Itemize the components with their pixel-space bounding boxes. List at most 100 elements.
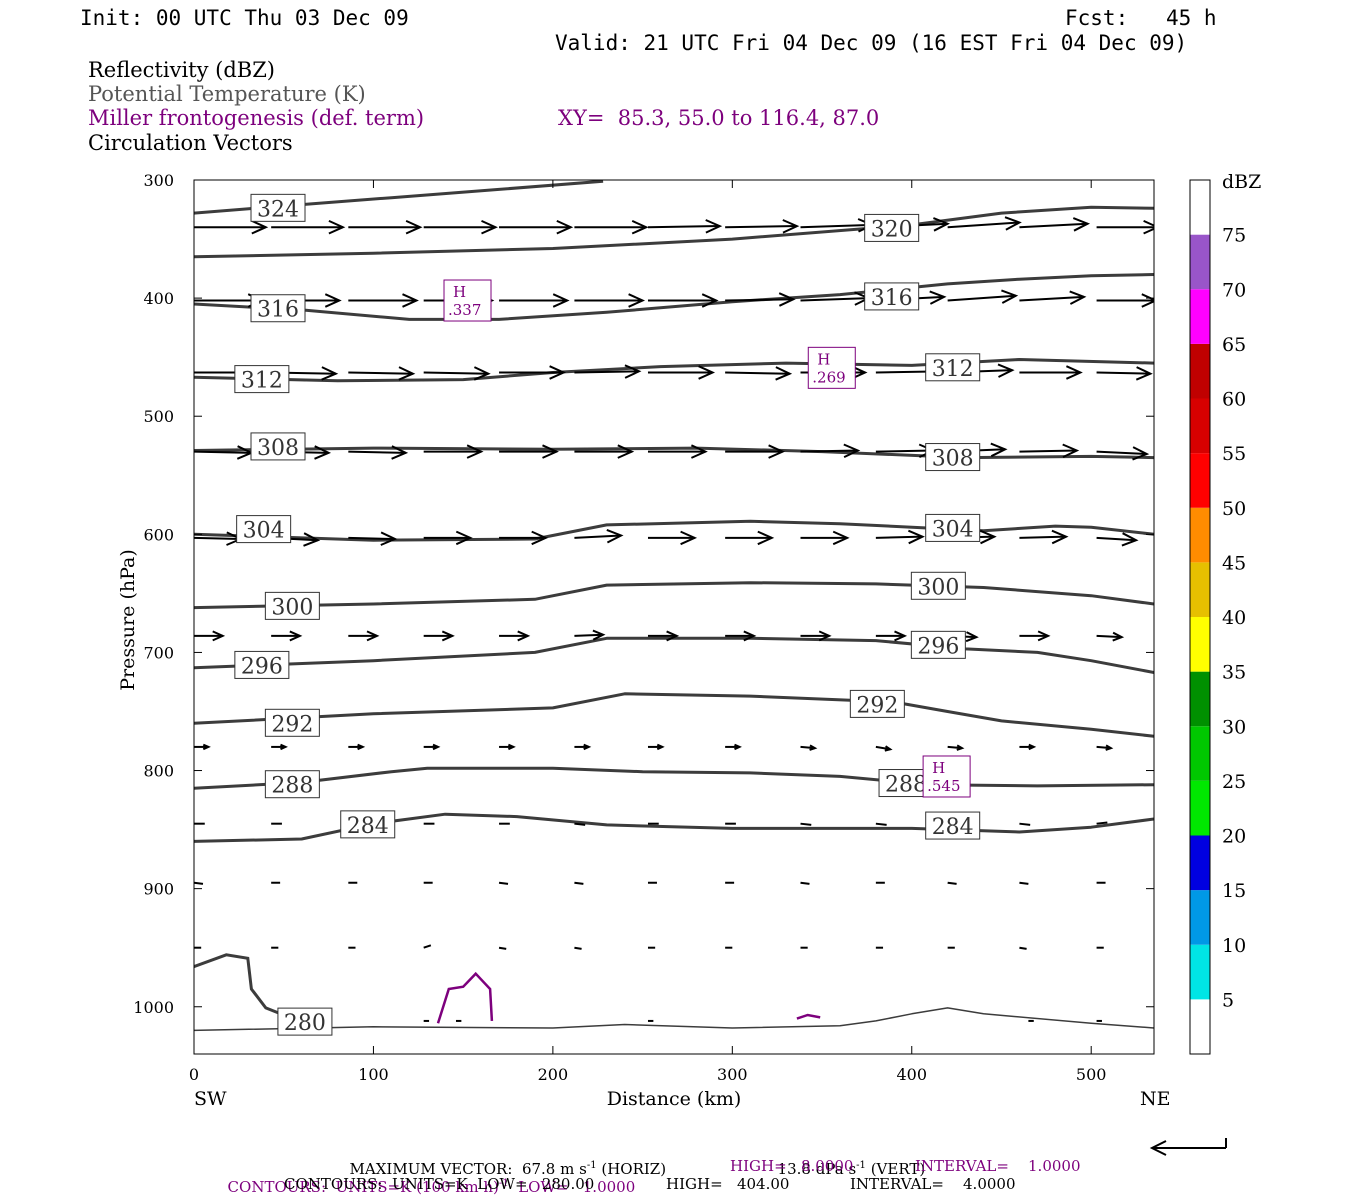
colorbar-label: 15 <box>1222 880 1246 902</box>
vector-head <box>549 365 567 380</box>
circulation-vector <box>423 630 455 642</box>
theta-label-box <box>236 515 292 544</box>
vector-shaft <box>1096 371 1151 375</box>
fronto-low: LOW= 1.0000 <box>518 1178 636 1196</box>
theta-contour-320 <box>194 205 1154 259</box>
vector-shaft <box>875 449 934 453</box>
vector-head <box>757 530 775 546</box>
theta-label-308: 308 <box>250 432 306 461</box>
vector-shaft <box>574 534 622 539</box>
fronto-contour-info: CONTOURS: UNITS=K (100 km h)-1 LOW= 1.00… <box>218 1158 636 1196</box>
vector-shaft <box>800 881 810 885</box>
max-horiz-tag: (HORIZ) <box>601 1160 667 1178</box>
y-tick-label: 1000 <box>133 998 174 1017</box>
vector-head <box>556 219 574 235</box>
circulation-vector <box>498 946 507 950</box>
colorbar-segment <box>1190 780 1210 836</box>
circulation-vector <box>1096 821 1108 825</box>
vector-shaft <box>947 221 1020 229</box>
colorbar-segment <box>1190 835 1210 891</box>
circulation-vector <box>875 630 908 642</box>
vector-head <box>280 743 288 751</box>
frontogenesis-max-269: H.269 <box>807 346 856 389</box>
vector-head <box>251 219 269 235</box>
theta-label-300: 300 <box>264 591 320 620</box>
theta-label-316: 316 <box>250 294 306 323</box>
vector-head <box>956 744 965 751</box>
colorbar-frame <box>1189 179 1211 1055</box>
circulation-vector <box>725 444 786 459</box>
legend-circulation-vectors: Circulation Vectors <box>88 131 293 155</box>
vector-shaft <box>574 881 584 885</box>
theta-high: HIGH= 404.00 <box>666 1175 790 1193</box>
vector-head <box>466 444 484 459</box>
y-tick-label: 700 <box>143 643 174 662</box>
theta-label-324: 324 <box>250 193 306 222</box>
circulation-vector <box>800 881 810 885</box>
theta-label-text: 284 <box>932 815 974 840</box>
colorbar-segment <box>1190 562 1210 617</box>
theta-label-box <box>250 193 306 222</box>
theta-label-300: 300 <box>910 571 966 600</box>
circulation-vector <box>499 743 516 751</box>
theta-label-text: 304 <box>243 519 285 544</box>
theta-label-text: 288 <box>271 774 313 799</box>
colorbar-label: 50 <box>1222 498 1246 520</box>
colorbar-segment <box>1190 453 1210 508</box>
theta-contour-312 <box>194 358 1154 383</box>
circulation-vector <box>1019 290 1087 305</box>
circulation-vector <box>423 219 498 235</box>
circulation-vector <box>1096 219 1154 235</box>
vector-head <box>624 364 642 379</box>
vector-head <box>328 219 346 235</box>
vector-head <box>997 363 1015 378</box>
vector-head <box>631 219 649 235</box>
x-tick-label: 400 <box>896 1065 927 1084</box>
theta-label-box <box>250 294 306 323</box>
vector-head <box>1001 289 1019 304</box>
vector-head <box>1112 631 1125 642</box>
max-vert-exp: -1 <box>856 1160 866 1171</box>
ne-label: NE <box>1140 1088 1171 1110</box>
circulation-vector <box>1019 365 1083 380</box>
y-axis-title: Pressure (hPa) <box>117 549 139 691</box>
circulation-vector <box>1096 366 1153 381</box>
forecast-hour-value: 45 h <box>1166 6 1217 30</box>
circulation-vector <box>423 944 432 949</box>
theta-contour-296 <box>194 636 1154 674</box>
vector-head <box>1135 366 1153 381</box>
colorbar-segment <box>1190 398 1210 454</box>
circulation-vector <box>423 743 441 751</box>
theta-label-284: 284 <box>925 811 981 840</box>
reflectivity-colorbar: 5 10 15 20 25 30 35 40 45 50 55 60 65 70 75 <box>1189 179 1246 1055</box>
theta-label-box <box>234 650 290 679</box>
circulation-vectors <box>194 216 1154 1022</box>
axes: 300 400 500 600 700 800 900 1000 0 100 200 300 400 50… <box>133 171 1154 1084</box>
vector-head <box>908 529 925 545</box>
vector-head <box>481 219 498 235</box>
max-vector-line: MAXIMUM VECTOR: 67.8 m s-1 (HORIZ) <box>340 1140 667 1178</box>
circulation-vector <box>1019 946 1027 950</box>
theta-label-text: 324 <box>257 197 299 222</box>
theta-label-text: 292 <box>856 693 898 718</box>
vector-head <box>303 532 321 547</box>
vector-head <box>398 366 416 381</box>
vector-shaft <box>574 946 582 950</box>
circulation-vector <box>194 445 254 460</box>
circulation-vector <box>800 744 818 751</box>
theta-label-box <box>925 811 981 840</box>
vector-head <box>1028 743 1037 751</box>
legend-cross-section-xy: XY= 85.3, 55.0 to 116.4, 87.0 <box>558 106 880 130</box>
vector-shaft <box>875 822 887 826</box>
vector-head <box>884 745 893 752</box>
plot-frame <box>193 179 1155 1055</box>
max-value: .545 <box>927 777 960 795</box>
vector-shaft <box>1096 634 1122 639</box>
vector-head <box>778 292 796 307</box>
colorbar-label: 60 <box>1222 389 1246 411</box>
colorbar-label: 45 <box>1222 552 1246 574</box>
vector-shaft <box>1019 822 1031 826</box>
vector-head <box>1132 446 1150 461</box>
